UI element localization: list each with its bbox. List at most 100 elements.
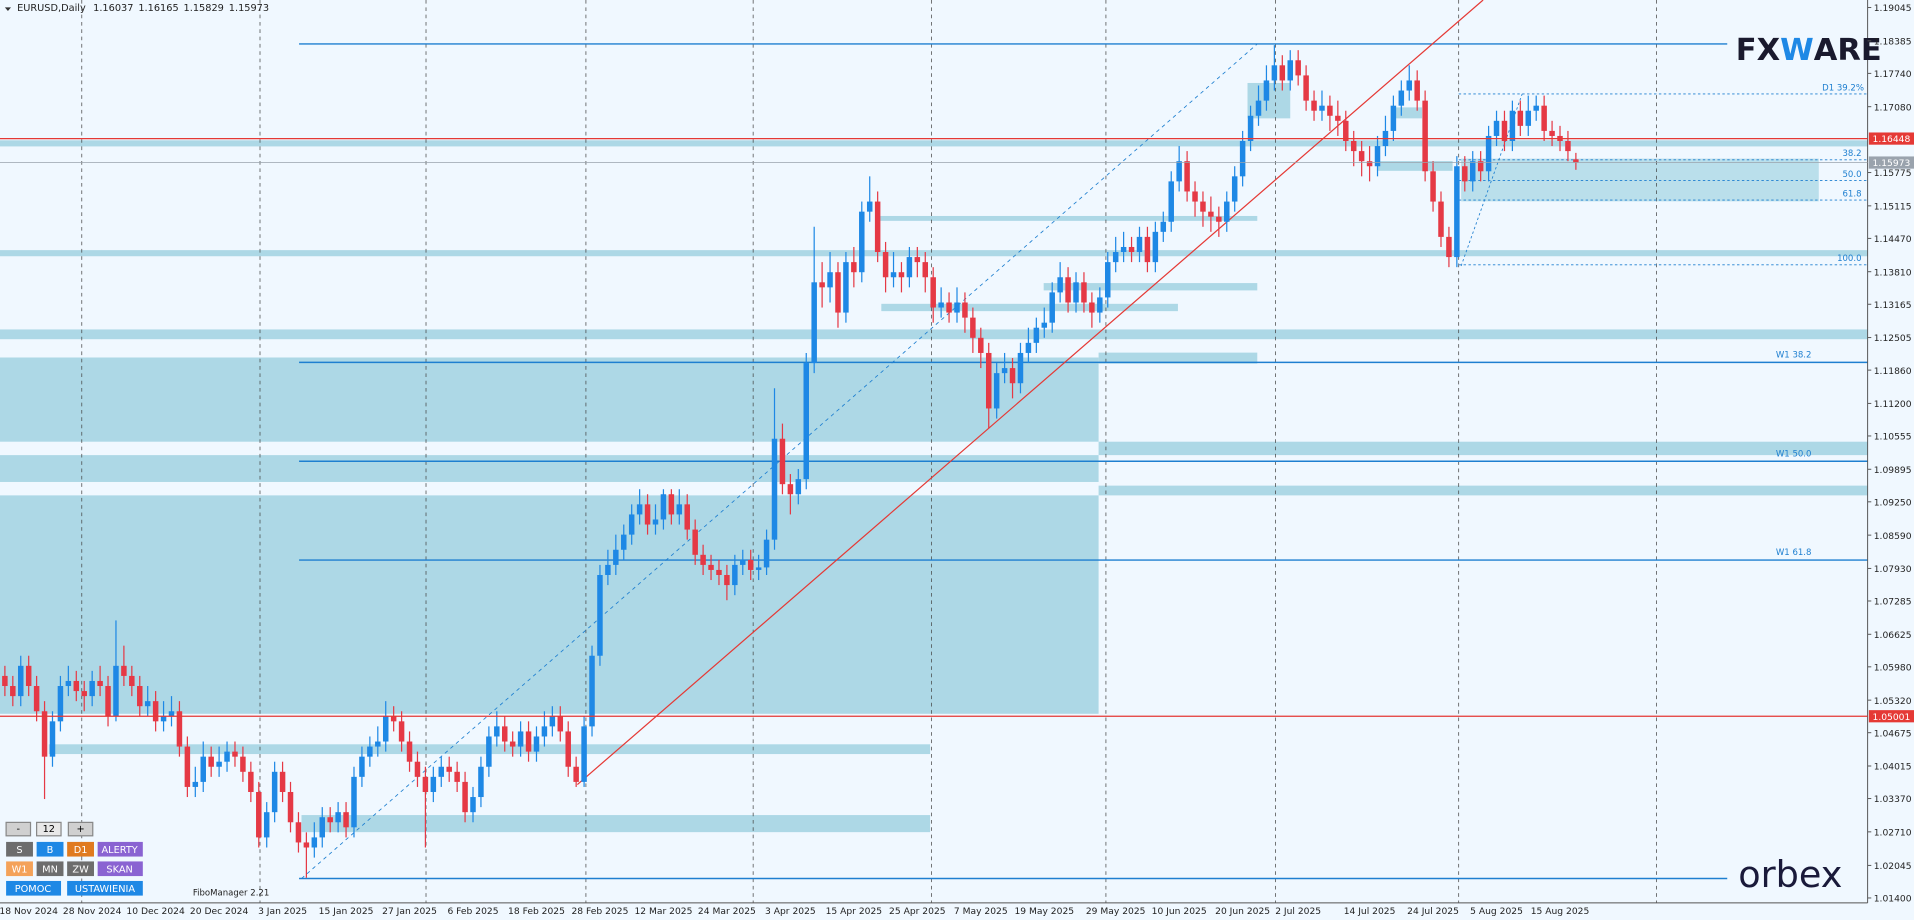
button[interactable] — [97, 841, 143, 857]
candle-body — [1398, 90, 1405, 106]
x-tick-label: 6 Feb 2025 — [447, 907, 498, 917]
candle-body — [851, 262, 857, 273]
zone — [881, 303, 1178, 312]
candle-body — [1509, 110, 1516, 142]
candle-body — [208, 756, 214, 767]
candle-body — [922, 262, 929, 278]
y-tick-label: 1.17740 — [1874, 70, 1912, 80]
button[interactable] — [67, 880, 143, 896]
candle-body — [882, 252, 889, 278]
button[interactable] — [36, 841, 64, 857]
y-tick-label: 1.09895 — [1874, 466, 1912, 476]
button[interactable] — [97, 861, 143, 877]
candle-body — [390, 716, 397, 722]
candle-body — [343, 812, 349, 828]
candle-body — [382, 716, 389, 742]
last-price-tag — [1868, 156, 1914, 169]
zone — [0, 357, 1099, 442]
candle-body — [819, 282, 825, 288]
candle-body — [1057, 277, 1063, 293]
channel-line — [301, 43, 1258, 879]
candle-body — [517, 731, 524, 747]
candle-body — [914, 257, 921, 263]
candle-body — [1565, 141, 1571, 152]
candle-body — [1390, 105, 1397, 131]
button[interactable] — [36, 821, 62, 837]
x-tick-label: 18 Nov 2024 — [0, 907, 58, 917]
candle-body — [1184, 161, 1190, 192]
candle-body — [113, 665, 119, 717]
candle-body — [1089, 302, 1095, 313]
candle-body — [1327, 105, 1333, 116]
candle-body — [1065, 277, 1071, 303]
candle-body — [1430, 171, 1436, 202]
x-tick-label: 28 Feb 2025 — [572, 907, 629, 917]
x-tick-label: 19 May 2025 — [1014, 907, 1074, 917]
candle-body — [176, 711, 183, 747]
button-label: W1 — [12, 864, 28, 875]
candle-body — [1406, 80, 1413, 91]
logo: FXWARE — [1736, 33, 1882, 68]
button[interactable] — [6, 861, 33, 877]
candle-body — [1105, 262, 1111, 298]
zone — [1043, 283, 1258, 291]
level-label: W1 38.2 — [1776, 351, 1812, 361]
candle-body — [1208, 211, 1214, 217]
candle-body — [97, 680, 103, 687]
candle-body — [771, 438, 778, 540]
menu-icon[interactable] — [4, 7, 11, 11]
candle-body — [573, 766, 579, 782]
candle-body — [359, 756, 365, 777]
candle-body — [724, 574, 730, 586]
candle-body — [740, 559, 746, 565]
button[interactable] — [36, 861, 64, 877]
candle-body — [1128, 246, 1135, 253]
candle-body — [1247, 115, 1254, 142]
zone — [1376, 161, 1453, 171]
candle-body — [33, 686, 40, 712]
candle-body — [1573, 159, 1579, 163]
candle-body — [1549, 130, 1555, 136]
button[interactable] — [67, 861, 94, 877]
y-tick-label: 1.04015 — [1874, 763, 1912, 773]
candle-body — [692, 529, 698, 555]
candle-body — [49, 721, 56, 757]
button[interactable] — [6, 880, 62, 896]
candle-body — [470, 797, 476, 813]
candle-body — [1200, 201, 1206, 212]
candle-body — [351, 776, 357, 828]
candle-body — [795, 479, 802, 495]
x-tick-label: 2 Jul 2025 — [1275, 907, 1321, 917]
button-label: ALERTY — [101, 845, 137, 856]
candle-body — [644, 504, 651, 525]
button[interactable] — [5, 821, 32, 837]
x-tick-label: 20 Jun 2025 — [1215, 907, 1270, 917]
x-tick-label: 20 Dec 2024 — [190, 907, 249, 917]
candle-body — [1462, 166, 1468, 182]
candle-body — [137, 686, 143, 707]
candle-body — [263, 812, 270, 838]
candle-body — [1350, 141, 1357, 152]
candle-body — [779, 438, 786, 485]
candle-body — [311, 837, 318, 848]
y-tick-label: 1.17080 — [1874, 103, 1912, 113]
candle-body — [1009, 368, 1016, 384]
candle-body — [271, 771, 278, 813]
candle-body — [438, 766, 445, 777]
candle-body — [1033, 327, 1040, 343]
candle-body — [1081, 282, 1087, 303]
candle-body — [240, 756, 246, 772]
zone — [1098, 352, 1258, 364]
button[interactable] — [67, 821, 94, 837]
candle-body — [168, 711, 175, 717]
x-tick-label: 7 May 2025 — [954, 907, 1008, 917]
x-tick-label: 12 Mar 2025 — [634, 907, 692, 917]
candle-body — [1049, 292, 1055, 323]
candle-body — [755, 567, 762, 570]
button[interactable] — [6, 841, 33, 857]
button[interactable] — [67, 841, 94, 857]
candle-body — [1152, 231, 1159, 263]
candle-body — [295, 822, 302, 843]
